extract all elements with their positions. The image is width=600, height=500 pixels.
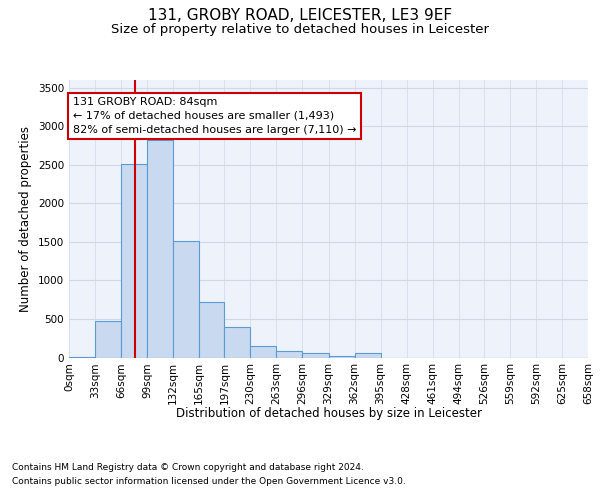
Bar: [250, 346, 277, 358]
Bar: [173, 241, 199, 358]
Bar: [147, 140, 173, 358]
Bar: [277, 350, 302, 358]
Text: 131, GROBY ROAD, LEICESTER, LE3 9EF: 131, GROBY ROAD, LEICESTER, LE3 9EF: [148, 8, 452, 22]
Text: Contains HM Land Registry data © Crown copyright and database right 2024.: Contains HM Land Registry data © Crown c…: [12, 462, 364, 471]
Text: 131 GROBY ROAD: 84sqm
← 17% of detached houses are smaller (1,493)
82% of semi-d: 131 GROBY ROAD: 84sqm ← 17% of detached …: [73, 97, 356, 135]
Text: Distribution of detached houses by size in Leicester: Distribution of detached houses by size …: [176, 408, 482, 420]
Bar: [121, 164, 147, 358]
Text: Contains public sector information licensed under the Open Government Licence v3: Contains public sector information licen…: [12, 478, 406, 486]
Bar: [224, 328, 250, 358]
Bar: [199, 302, 224, 358]
Bar: [355, 354, 380, 358]
Y-axis label: Number of detached properties: Number of detached properties: [19, 126, 32, 312]
Text: Size of property relative to detached houses in Leicester: Size of property relative to detached ho…: [111, 22, 489, 36]
Bar: [302, 354, 329, 358]
Bar: [329, 356, 355, 358]
Bar: [95, 322, 121, 358]
